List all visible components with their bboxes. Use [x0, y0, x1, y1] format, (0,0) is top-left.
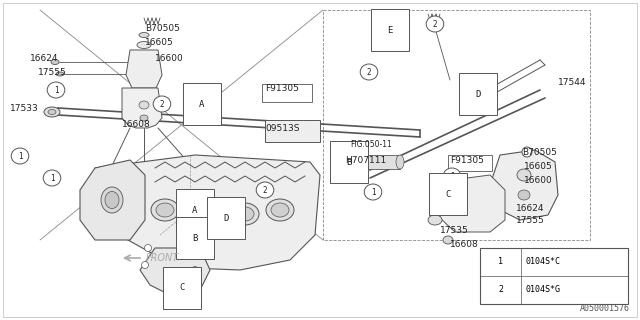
Text: 1: 1: [498, 258, 503, 267]
Ellipse shape: [156, 203, 174, 217]
Text: FIG.050-11: FIG.050-11: [350, 140, 392, 148]
Text: B70505: B70505: [522, 148, 557, 156]
Text: 2: 2: [367, 68, 371, 76]
Ellipse shape: [153, 96, 171, 112]
Ellipse shape: [56, 72, 64, 76]
Ellipse shape: [151, 199, 179, 221]
Text: 2: 2: [433, 20, 437, 28]
Ellipse shape: [522, 147, 532, 157]
Ellipse shape: [256, 182, 274, 198]
Text: D: D: [223, 213, 228, 222]
Text: A050001576: A050001576: [580, 304, 630, 313]
Ellipse shape: [360, 64, 378, 80]
Bar: [480, 248, 628, 304]
Text: F91305: F91305: [265, 84, 299, 92]
Text: 17555: 17555: [516, 215, 545, 225]
Text: 16600: 16600: [155, 53, 184, 62]
Text: 09513S: 09513S: [265, 124, 300, 132]
Text: E: E: [387, 26, 393, 35]
Text: 17555: 17555: [38, 68, 67, 76]
Ellipse shape: [196, 205, 214, 219]
Ellipse shape: [105, 191, 119, 209]
Text: 2: 2: [160, 100, 164, 108]
Ellipse shape: [48, 109, 56, 115]
Ellipse shape: [396, 155, 404, 169]
Text: 0104S*G: 0104S*G: [525, 285, 561, 294]
Ellipse shape: [266, 199, 294, 221]
Text: 16605: 16605: [145, 37, 173, 46]
Bar: [265, 120, 320, 142]
Ellipse shape: [44, 170, 61, 186]
Text: B70505: B70505: [145, 23, 180, 33]
Polygon shape: [80, 160, 145, 240]
Text: 16600: 16600: [524, 175, 553, 185]
Text: F91305: F91305: [450, 156, 484, 164]
Ellipse shape: [51, 85, 61, 95]
Text: 2: 2: [498, 285, 503, 294]
Ellipse shape: [145, 244, 152, 252]
Ellipse shape: [517, 169, 531, 181]
Ellipse shape: [139, 33, 149, 37]
Text: 1: 1: [371, 188, 375, 196]
Text: FRONT: FRONT: [146, 253, 179, 263]
Text: C: C: [179, 284, 185, 292]
Polygon shape: [140, 248, 210, 295]
Ellipse shape: [231, 203, 259, 225]
Bar: [360, 155, 400, 169]
Text: 1: 1: [54, 85, 58, 94]
Ellipse shape: [428, 215, 442, 225]
Text: A: A: [199, 100, 205, 108]
Text: 1: 1: [18, 151, 22, 161]
Ellipse shape: [443, 236, 453, 244]
Ellipse shape: [518, 190, 530, 200]
Polygon shape: [95, 155, 320, 270]
Text: 17544: 17544: [558, 77, 586, 86]
Polygon shape: [440, 175, 505, 232]
Ellipse shape: [139, 101, 149, 109]
Ellipse shape: [191, 267, 198, 274]
Ellipse shape: [191, 201, 219, 223]
Text: 16624: 16624: [30, 53, 58, 62]
Ellipse shape: [236, 207, 254, 221]
Text: A: A: [192, 205, 198, 214]
Text: B: B: [346, 157, 352, 166]
Text: 16608: 16608: [450, 239, 479, 249]
Ellipse shape: [44, 107, 60, 117]
Bar: [323, 10, 590, 240]
Ellipse shape: [141, 261, 148, 268]
Text: H707111: H707111: [345, 156, 387, 164]
Ellipse shape: [12, 148, 29, 164]
Ellipse shape: [444, 168, 461, 184]
Bar: [262, 84, 312, 102]
Ellipse shape: [430, 26, 440, 30]
Ellipse shape: [271, 203, 289, 217]
Polygon shape: [122, 88, 162, 128]
Ellipse shape: [426, 16, 444, 32]
Ellipse shape: [196, 244, 204, 252]
Polygon shape: [126, 50, 162, 88]
Text: 0104S*C: 0104S*C: [525, 258, 561, 267]
Text: 16624: 16624: [516, 204, 545, 212]
Text: 16605: 16605: [524, 162, 553, 171]
Bar: [448, 155, 492, 171]
Text: B: B: [192, 234, 198, 243]
Ellipse shape: [356, 155, 364, 169]
Ellipse shape: [140, 115, 148, 121]
Ellipse shape: [47, 82, 65, 98]
Ellipse shape: [430, 19, 440, 29]
Text: 16608: 16608: [122, 119, 151, 129]
Text: 17533: 17533: [10, 103, 39, 113]
Text: 17535: 17535: [440, 226, 468, 235]
Ellipse shape: [51, 60, 59, 65]
Text: 1: 1: [50, 173, 54, 182]
Ellipse shape: [101, 187, 123, 213]
Text: D: D: [476, 90, 481, 99]
Ellipse shape: [137, 42, 151, 49]
Ellipse shape: [364, 184, 382, 200]
Text: 2: 2: [262, 186, 268, 195]
Text: C: C: [445, 189, 451, 198]
Polygon shape: [490, 150, 558, 220]
Text: 1: 1: [450, 172, 454, 180]
